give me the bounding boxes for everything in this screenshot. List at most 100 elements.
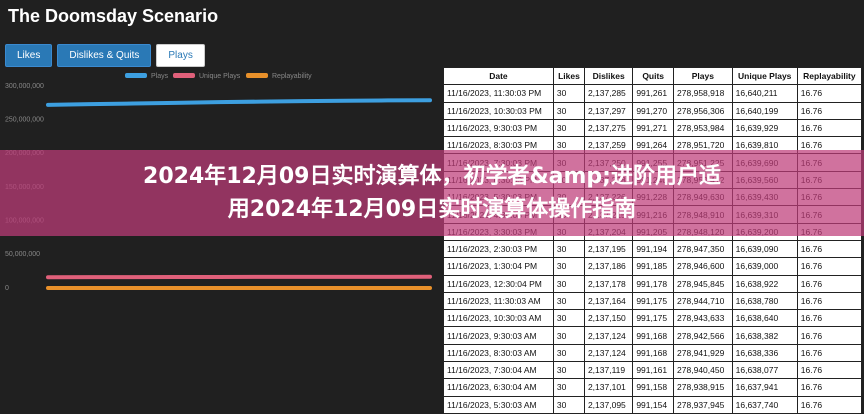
table-cell: 16,638,336 [732, 344, 797, 361]
table-cell: 16,639,929 [732, 119, 797, 136]
y-tick-label: 50,000,000 [5, 251, 40, 258]
table-cell: 278,937,945 [674, 396, 733, 413]
table-cell: 11/16/2023, 12:30:04 PM [444, 275, 554, 292]
table-cell: 11/16/2023, 6:30:04 AM [444, 379, 554, 396]
table-cell: 991,270 [633, 102, 674, 119]
legend-swatch [173, 73, 195, 78]
table-cell: 11/16/2023, 10:30:03 AM [444, 310, 554, 327]
y-tick-label: 300,000,000 [5, 83, 44, 90]
table-cell: 30 [553, 396, 584, 413]
table-cell: 11/16/2023, 2:30:03 PM [444, 240, 554, 257]
table-cell: 30 [553, 310, 584, 327]
table-cell: 2,137,119 [584, 362, 632, 379]
table-cell: 2,137,101 [584, 379, 632, 396]
table-cell: 16,639,000 [732, 258, 797, 275]
table-cell: 278,945,845 [674, 275, 733, 292]
table-cell: 30 [553, 275, 584, 292]
table-cell: 2,137,178 [584, 275, 632, 292]
table-cell: 11/16/2023, 7:30:04 AM [444, 362, 554, 379]
table-cell: 991,261 [633, 85, 674, 102]
series-line [48, 100, 430, 105]
table-cell: 16.76 [797, 344, 861, 361]
table-cell: 278,943,633 [674, 310, 733, 327]
overlay-banner: 2024年12月09日实时演算体，初学者&amp;进阶用户适用2024年12月0… [0, 150, 864, 236]
table-cell: 16.76 [797, 275, 861, 292]
column-header: Unique Plays [732, 68, 797, 85]
column-header: Plays [674, 68, 733, 85]
table-cell: 11/16/2023, 5:30:03 AM [444, 396, 554, 413]
y-tick-label: 250,000,000 [5, 117, 44, 124]
table-cell: 2,137,095 [584, 396, 632, 413]
legend-swatch [246, 73, 268, 78]
table-cell: 16.76 [797, 362, 861, 379]
table-cell: 16.76 [797, 310, 861, 327]
table-cell: 11/16/2023, 9:30:03 PM [444, 119, 554, 136]
table-cell: 30 [553, 85, 584, 102]
table-cell: 278,938,915 [674, 379, 733, 396]
table-cell: 278,941,929 [674, 344, 733, 361]
table-cell: 16.76 [797, 119, 861, 136]
table-cell: 16,638,382 [732, 327, 797, 344]
table-cell: 16,637,740 [732, 396, 797, 413]
table-cell: 30 [553, 292, 584, 309]
legend-label: Replayability [272, 73, 312, 80]
table-cell: 991,168 [633, 327, 674, 344]
table-cell: 11/16/2023, 1:30:04 PM [444, 258, 554, 275]
table-cell: 16.76 [797, 327, 861, 344]
table-cell: 16,637,941 [732, 379, 797, 396]
table-cell: 278,953,984 [674, 119, 733, 136]
table-cell: 11/16/2023, 11:30:03 PM [444, 85, 554, 102]
table-cell: 11/16/2023, 9:30:03 AM [444, 327, 554, 344]
table-cell: 16,638,640 [732, 310, 797, 327]
table-cell: 16.76 [797, 240, 861, 257]
table-cell: 991,175 [633, 310, 674, 327]
y-tick-label: 0 [5, 285, 9, 292]
table-cell: 16.76 [797, 85, 861, 102]
table-cell: 16,640,199 [732, 102, 797, 119]
table-cell: 278,946,600 [674, 258, 733, 275]
table-cell: 30 [553, 327, 584, 344]
column-header: Replayability [797, 68, 861, 85]
table-cell: 30 [553, 362, 584, 379]
banner-line: 用2024年12月09日实时演算体操作指南 [0, 193, 864, 226]
table-cell: 11/16/2023, 8:30:03 AM [444, 344, 554, 361]
table-cell: 278,940,450 [674, 362, 733, 379]
table-cell: 991,178 [633, 275, 674, 292]
table-cell: 2,137,124 [584, 327, 632, 344]
table-cell: 16,638,922 [732, 275, 797, 292]
table-cell: 2,137,195 [584, 240, 632, 257]
legend-label: Plays [151, 73, 169, 80]
column-header: Likes [553, 68, 584, 85]
table-cell: 991,271 [633, 119, 674, 136]
table-cell: 16,640,211 [732, 85, 797, 102]
table-cell: 30 [553, 240, 584, 257]
table-cell: 30 [553, 379, 584, 396]
table-cell: 30 [553, 344, 584, 361]
table-cell: 16.76 [797, 102, 861, 119]
table-cell: 16.76 [797, 379, 861, 396]
table-cell: 278,944,710 [674, 292, 733, 309]
table-cell: 2,137,186 [584, 258, 632, 275]
table-cell: 11/16/2023, 10:30:03 PM [444, 102, 554, 119]
banner-line: 2024年12月09日实时演算体，初学者&amp;进阶用户适 [0, 160, 864, 193]
table-cell: 991,168 [633, 344, 674, 361]
legend-label: Unique Plays [199, 73, 241, 80]
column-header: Date [444, 68, 554, 85]
column-header: Quits [633, 68, 674, 85]
table-cell: 30 [553, 102, 584, 119]
table-cell: 991,194 [633, 240, 674, 257]
table-cell: 30 [553, 119, 584, 136]
table-cell: 991,175 [633, 292, 674, 309]
